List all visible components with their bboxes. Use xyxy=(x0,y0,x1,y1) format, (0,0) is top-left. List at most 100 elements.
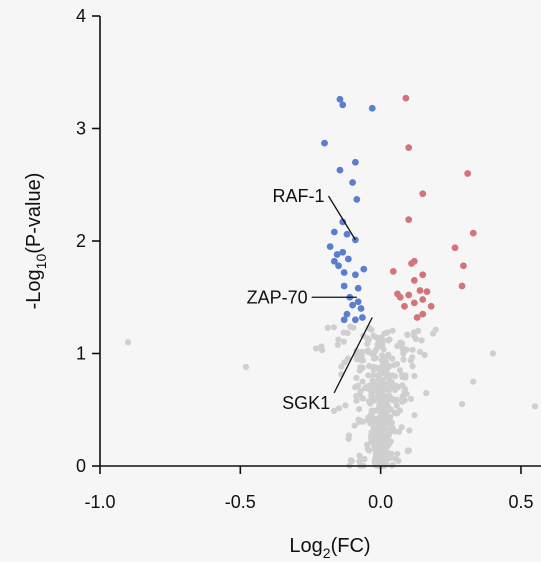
ns-point xyxy=(389,372,396,379)
ns-point xyxy=(370,372,377,379)
ns-point xyxy=(389,461,396,468)
ns-point xyxy=(340,338,347,345)
ns-point xyxy=(359,378,366,385)
annotation-label-zap-70: ZAP-70 xyxy=(247,287,308,307)
up-point xyxy=(419,190,427,198)
ns-point xyxy=(380,346,387,353)
ns-point xyxy=(348,458,355,465)
ns-point xyxy=(409,363,416,370)
ns-point xyxy=(430,330,437,337)
ns-point xyxy=(380,369,387,376)
annotation-leader xyxy=(327,195,356,241)
ns-point xyxy=(338,363,345,370)
down-point xyxy=(336,166,344,174)
ns-point xyxy=(335,336,342,343)
ns-point xyxy=(531,403,539,410)
x-tick-label: 0.5 xyxy=(508,492,533,512)
ns-point xyxy=(398,372,405,379)
ns-point xyxy=(379,363,386,370)
ns-point xyxy=(381,439,388,446)
up-point xyxy=(389,267,397,275)
y-ticks: 0 1 2 3 4 xyxy=(76,6,100,476)
up-point xyxy=(416,287,424,294)
ns-point xyxy=(359,348,366,355)
ns-point xyxy=(387,438,394,445)
ns-point xyxy=(342,402,349,409)
ns-point xyxy=(404,331,411,338)
ns-point xyxy=(370,332,377,339)
ns-point xyxy=(353,374,360,381)
ns-point xyxy=(371,348,379,355)
ns-point xyxy=(375,337,382,344)
ns-point xyxy=(361,455,368,463)
down-point xyxy=(343,230,351,238)
down-point xyxy=(368,104,376,112)
ns-point xyxy=(409,346,416,353)
up-point xyxy=(405,291,413,299)
y-tick-label: 0 xyxy=(76,456,86,476)
y-tick-label: 3 xyxy=(76,119,86,139)
down-point xyxy=(336,95,344,103)
down-point xyxy=(335,262,342,270)
up-point xyxy=(410,276,418,284)
ns-point xyxy=(336,405,343,412)
ns-point xyxy=(411,373,418,380)
ns-point xyxy=(375,375,382,382)
ns-point xyxy=(345,435,352,442)
ns-point xyxy=(370,366,377,373)
ns-point xyxy=(489,350,497,357)
ns-point xyxy=(356,452,363,459)
ns-point xyxy=(379,387,387,394)
down-point xyxy=(340,269,348,276)
up-point xyxy=(419,271,427,279)
ns-point xyxy=(407,395,414,402)
down-point xyxy=(343,310,351,318)
ns-point xyxy=(380,356,387,363)
ns-point xyxy=(395,428,403,435)
ns-point xyxy=(319,347,326,354)
ns-point xyxy=(124,339,132,346)
ns-point xyxy=(385,337,392,344)
significant-points xyxy=(321,94,477,324)
up-point xyxy=(419,310,427,318)
down-point xyxy=(349,301,356,309)
ns-point xyxy=(374,415,381,422)
ns-point xyxy=(364,445,371,452)
ns-point xyxy=(389,327,396,334)
ns-point xyxy=(368,392,375,399)
up-point xyxy=(408,260,415,267)
ns-point xyxy=(313,345,320,352)
down-point xyxy=(349,179,356,186)
ns-point xyxy=(368,432,375,439)
ns-point xyxy=(367,420,374,427)
down-point xyxy=(330,257,338,265)
ns-point xyxy=(344,355,352,362)
ns-point xyxy=(353,393,360,400)
down-point xyxy=(340,282,348,290)
ns-point xyxy=(378,382,385,389)
ns-point xyxy=(381,330,388,337)
ns-point xyxy=(416,348,424,355)
ns-point xyxy=(374,421,381,428)
ns-point xyxy=(387,414,394,421)
ns-point xyxy=(375,430,382,437)
y-tick-label: 4 xyxy=(76,6,86,26)
ns-point xyxy=(401,388,408,396)
ns-point xyxy=(411,332,418,339)
ns-point xyxy=(330,324,337,331)
ns-point xyxy=(398,424,405,431)
down-point xyxy=(351,271,359,279)
ns-point xyxy=(358,355,365,362)
down-point xyxy=(359,314,366,321)
ns-point xyxy=(242,363,250,371)
axes: 0 1 2 3 4 -1.0 -0.5 0.0 0.5 xyxy=(76,6,541,512)
down-point xyxy=(344,255,352,263)
ns-point xyxy=(398,340,406,347)
ns-point xyxy=(383,434,390,441)
up-point xyxy=(460,262,467,270)
x-axis-label: Log2(FC) xyxy=(289,535,370,561)
up-point xyxy=(401,302,408,310)
ns-point xyxy=(379,341,386,348)
